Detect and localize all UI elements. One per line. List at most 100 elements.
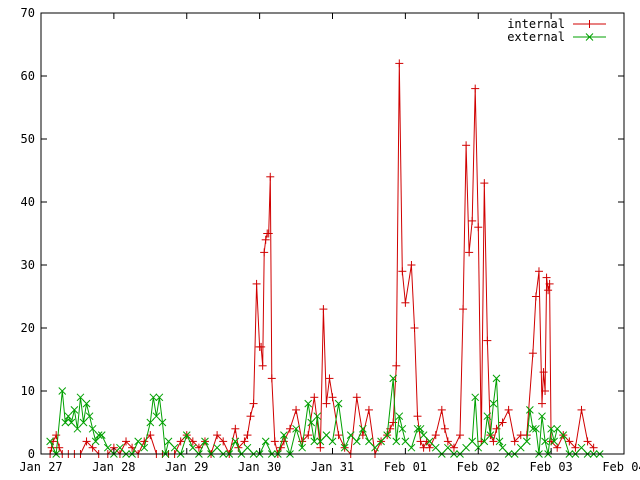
- data-point: [532, 424, 540, 433]
- data-point: [85, 412, 94, 421]
- data-point: [298, 443, 306, 452]
- data-point: [395, 59, 404, 68]
- data-point: [264, 229, 273, 238]
- data-point: [352, 393, 361, 402]
- y-tick-label: 70: [21, 6, 35, 20]
- data-point: [547, 424, 555, 433]
- data-point: [529, 424, 537, 433]
- data-point: [474, 223, 483, 232]
- data-point: [443, 437, 452, 446]
- x-tick-label: Jan 31: [311, 460, 354, 474]
- data-point: [103, 443, 112, 452]
- legend-label: internal: [507, 17, 565, 31]
- data-point: [61, 418, 70, 427]
- data-point: [316, 437, 325, 446]
- data-point: [346, 431, 355, 439]
- data-point: [474, 443, 483, 452]
- data-point: [70, 406, 79, 414]
- data-point: [182, 431, 191, 439]
- data-point: [292, 424, 300, 433]
- data-point: [577, 443, 586, 452]
- x-tick-label: Jan 30: [238, 460, 281, 474]
- data-point: [550, 437, 559, 446]
- data-point: [91, 437, 100, 446]
- legend-entry-external: external: [507, 30, 606, 44]
- data-point: [219, 437, 228, 446]
- legend-label: external: [507, 30, 565, 44]
- data-point: [498, 418, 507, 427]
- data-point: [401, 298, 410, 307]
- data-point: [585, 20, 594, 28]
- data-point: [46, 437, 54, 446]
- data-point: [152, 412, 161, 421]
- y-tick-label: 20: [21, 321, 35, 335]
- data-point: [565, 437, 574, 446]
- data-point: [410, 324, 419, 332]
- data-point: [310, 437, 319, 446]
- data-point: [304, 399, 313, 408]
- data-point: [559, 431, 568, 439]
- data-point: [292, 405, 301, 414]
- data-point: [471, 393, 480, 402]
- x-tick-label: Jan 29: [165, 460, 208, 474]
- data-point: [310, 393, 319, 402]
- x-tick-label: Jan 27: [19, 460, 62, 474]
- y-tick-label: 40: [21, 195, 35, 209]
- data-point: [279, 437, 288, 446]
- data-point: [526, 406, 534, 414]
- data-point: [88, 424, 97, 433]
- x-tick-label: Feb 02: [457, 460, 500, 474]
- data-point: [486, 431, 495, 439]
- data-point: [468, 216, 477, 225]
- data-point: [577, 405, 586, 414]
- data-point: [365, 437, 373, 446]
- data-point: [553, 424, 562, 433]
- data-point: [504, 405, 513, 414]
- data-point: [258, 361, 267, 370]
- data-point: [201, 437, 209, 446]
- data-point: [285, 424, 294, 433]
- data-point: [316, 443, 325, 452]
- data-point: [249, 399, 258, 408]
- data-point: [140, 437, 149, 446]
- data-point: [398, 424, 407, 433]
- data-point: [243, 443, 252, 452]
- data-point: [471, 84, 480, 93]
- data-point: [252, 279, 261, 288]
- data-point: [413, 424, 422, 433]
- data-point: [176, 437, 185, 446]
- data-point: [419, 431, 428, 439]
- data-point: [589, 443, 598, 452]
- data-point: [538, 412, 546, 421]
- data-point: [431, 443, 440, 452]
- data-point: [545, 279, 554, 288]
- data-point: [416, 424, 425, 433]
- data-point: [431, 431, 440, 440]
- data-point: [328, 437, 337, 446]
- data-point: [522, 437, 531, 446]
- data-point: [340, 443, 349, 452]
- data-point: [541, 387, 550, 395]
- data-point: [483, 336, 492, 345]
- data-point: [407, 261, 416, 269]
- data-point: [528, 349, 537, 358]
- data-point: [389, 374, 398, 383]
- data-point: [116, 443, 124, 452]
- data-point: [440, 424, 449, 433]
- data-point: [495, 437, 504, 446]
- data-point: [489, 399, 498, 408]
- data-point: [322, 431, 331, 439]
- data-point: [149, 393, 158, 402]
- data-point: [583, 437, 592, 446]
- data-point: [67, 418, 76, 427]
- data-point: [64, 412, 73, 421]
- data-point: [164, 437, 173, 446]
- data-point: [480, 437, 489, 446]
- data-point: [359, 424, 367, 433]
- data-point: [266, 172, 275, 181]
- data-point: [395, 412, 404, 421]
- x-tick-label: Feb 04: [602, 460, 640, 474]
